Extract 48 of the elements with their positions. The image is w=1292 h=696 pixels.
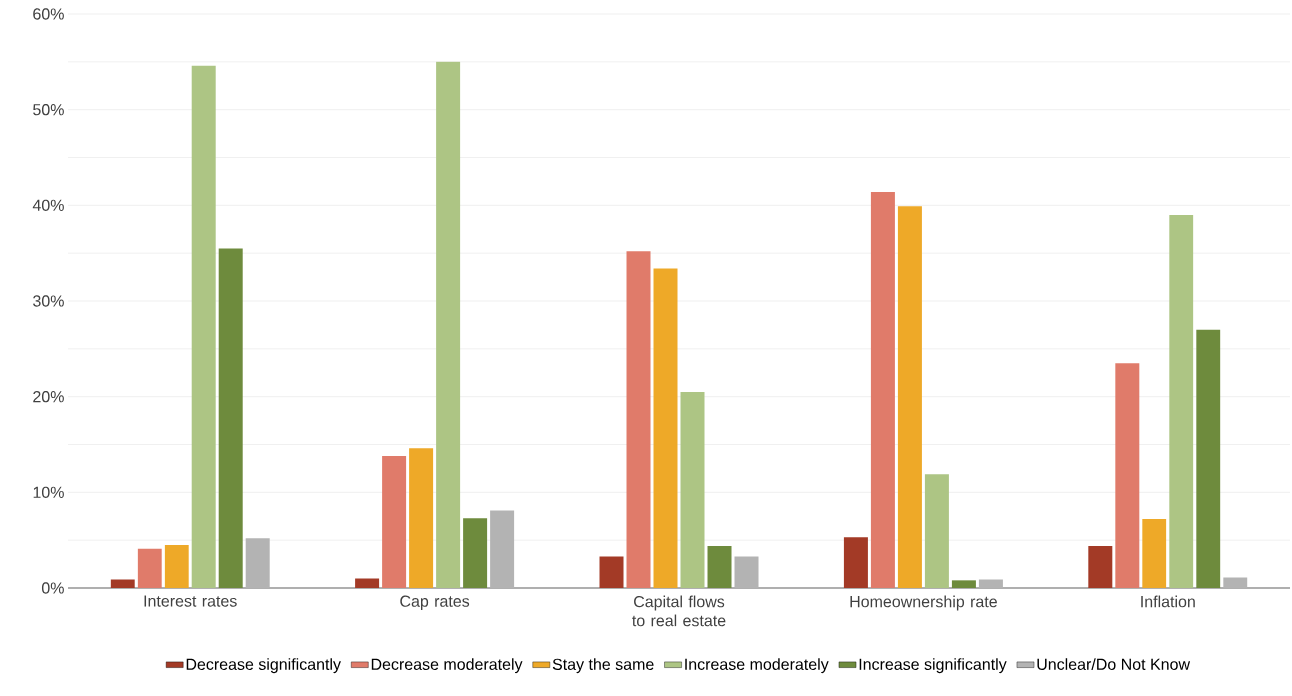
bar [843,537,868,588]
y-tick-label: 0% [41,582,64,594]
bar [409,448,434,588]
y-tick-label: 30% [33,295,64,307]
y-tick-label: 40% [32,199,64,211]
bar [924,474,949,588]
bar [110,579,135,588]
bar [164,544,189,588]
bar [1196,329,1221,588]
legend-label: Increase moderately [685,658,829,674]
bar [653,268,678,588]
bar [436,61,461,588]
x-tick-label: Interest rates [144,595,237,607]
y-tick-label: 10% [33,486,64,498]
legend-label: Decrease moderately [371,658,523,674]
bar [870,191,895,588]
bar [978,579,1003,588]
bar [490,510,515,588]
bar [626,251,651,588]
legend-label: Stay the same [552,658,654,674]
bar [218,248,243,588]
bar [245,538,270,588]
bar [951,580,976,588]
bar [707,545,732,588]
bar [191,65,216,588]
bar [355,578,380,588]
bar [680,391,705,588]
bar [1169,214,1194,588]
legend-label: Increase significantly [859,658,1007,674]
bar [1142,519,1167,588]
y-tick-label: 60% [33,8,64,20]
bar [599,556,624,588]
y-tick-label: 50% [33,104,64,116]
legend-label: Decrease significantly [186,658,341,674]
bar [1088,545,1113,588]
bar [382,455,407,588]
bar [1115,363,1140,588]
x-tick-label: Inflation [1141,595,1195,608]
x-tick-label: Homeownership rate [850,595,997,611]
x-tick-label: Cap rates [400,595,470,611]
bar [463,518,488,588]
bar [1223,577,1248,588]
bar [734,556,759,588]
x-tick-label: Capital flows to real estate [632,595,726,627]
legend-label: Unclear/Do Not Know [1037,658,1191,670]
bar [897,206,922,588]
y-tick-label: 20% [33,391,64,403]
bar [137,548,162,588]
